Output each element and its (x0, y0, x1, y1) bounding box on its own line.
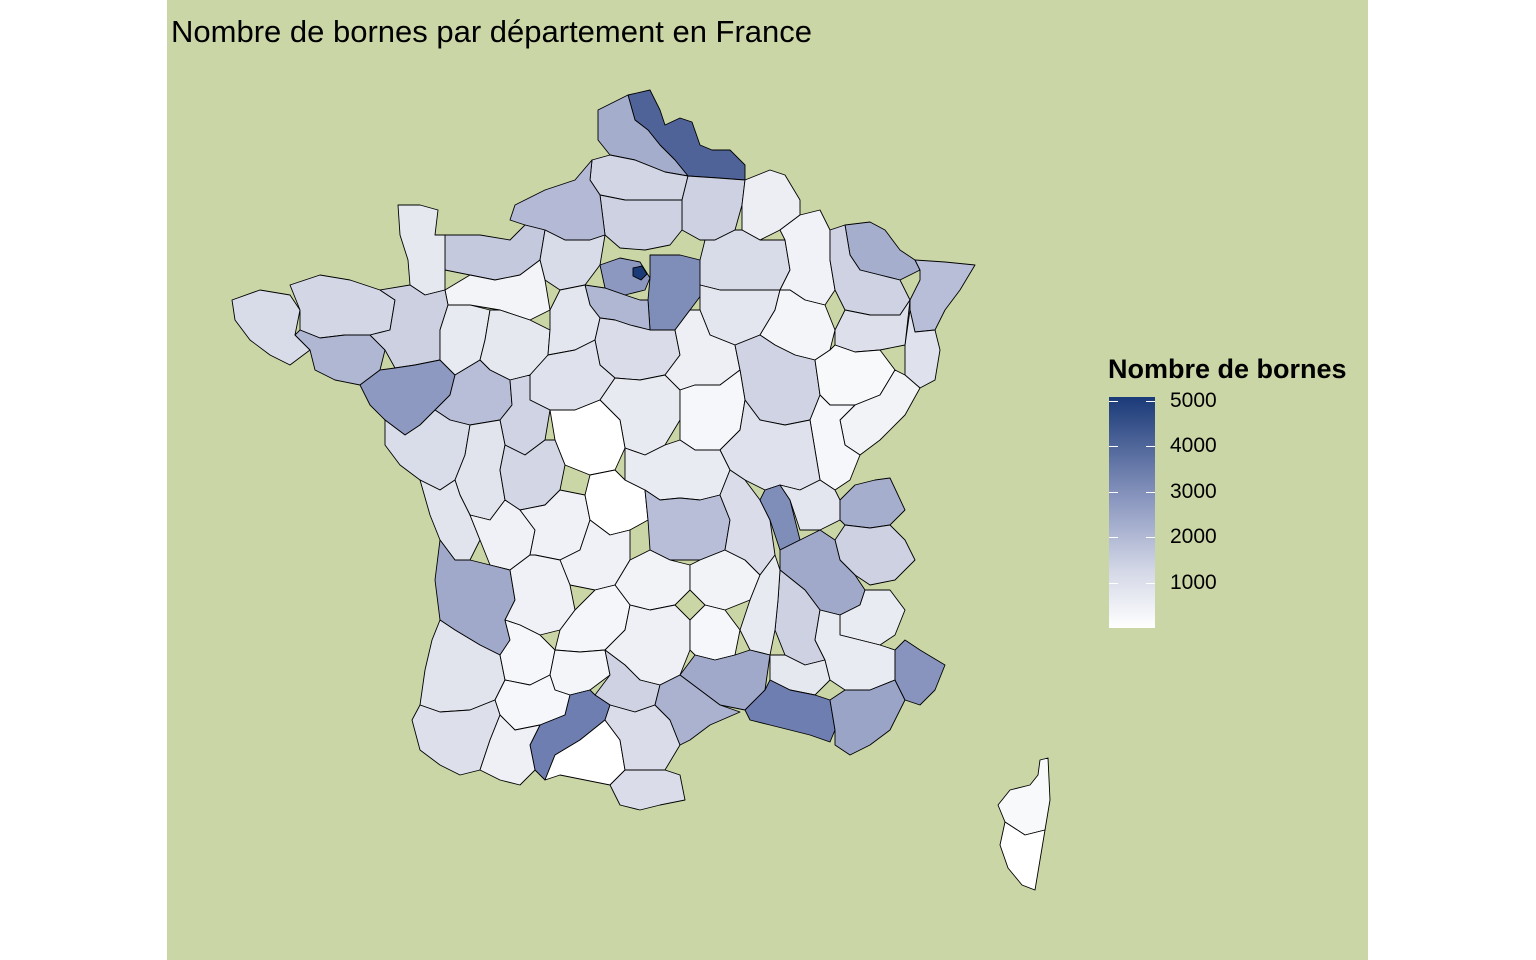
department-correze[interactable] (559, 519, 631, 591)
department-pas-de-calais[interactable] (597, 94, 689, 177)
department-bas-rhin[interactable] (909, 259, 976, 333)
legend-colorbar (1109, 397, 1155, 628)
department-lozere[interactable] (689, 604, 741, 661)
legend-tick-4000-l (1109, 446, 1118, 447)
department-ardeche[interactable] (739, 554, 781, 656)
legend-tick-2000-l (1109, 537, 1118, 538)
department-var[interactable] (829, 679, 906, 756)
department-herault[interactable] (654, 674, 741, 746)
department-creuse[interactable] (584, 469, 649, 536)
department-manche[interactable] (397, 204, 446, 296)
department-paris[interactable] (632, 265, 648, 281)
department-cotes-darmor[interactable] (289, 274, 396, 339)
map-title: Nombre de bornes par département en Fran… (171, 14, 813, 49)
legend-tick-2000-r (1146, 537, 1155, 538)
legend-tick-1000-r (1146, 583, 1155, 584)
department-alpes-maritimes[interactable] (894, 639, 946, 706)
department-haute-savoie[interactable] (839, 477, 906, 529)
department-hautes-pyrenees[interactable] (479, 714, 541, 786)
legend-break-3000: 3000 (1170, 479, 1217, 503)
legend-break-4000: 4000 (1170, 434, 1217, 458)
department-haut-rhin[interactable] (904, 309, 941, 389)
department-corse-du-sud[interactable] (999, 821, 1046, 891)
legend-break-2000: 2000 (1170, 525, 1217, 549)
legend-title: Nombre de bornes (1108, 354, 1347, 384)
legend-tick-5000-r (1146, 401, 1155, 402)
department-pyrenees-orientales[interactable] (609, 769, 686, 811)
legend-tick-3000-l (1109, 492, 1118, 493)
department-puy-de-dome[interactable] (644, 489, 731, 561)
legend-tick-5000-l (1109, 401, 1118, 402)
legend-break-5000: 5000 (1170, 389, 1217, 412)
legend-tick-3000-r (1146, 492, 1155, 493)
department-oise[interactable] (599, 194, 683, 251)
legend-break-1000: 1000 (1170, 570, 1217, 594)
legend-tick-4000-r (1146, 446, 1155, 447)
legend-tick-1000-l (1109, 583, 1118, 584)
